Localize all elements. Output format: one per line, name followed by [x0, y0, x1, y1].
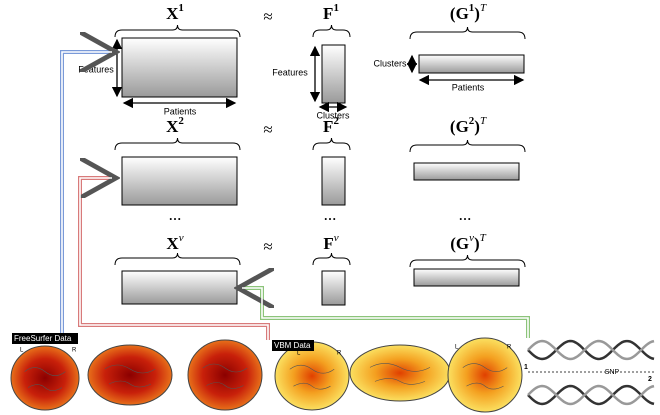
strand-label: 1 — [524, 364, 528, 371]
dimension-label: Clusters — [316, 110, 350, 120]
math-part: X — [166, 117, 179, 136]
math-part: T — [480, 232, 487, 244]
dimension-label: Features — [78, 64, 114, 74]
math-part: T — [480, 2, 487, 14]
hemi-label: R — [72, 348, 77, 354]
dimension-label: Clusters — [373, 58, 407, 68]
flow-arrow-inner — [242, 288, 528, 338]
g-label: (G1)T — [450, 2, 487, 23]
brain-image — [11, 346, 79, 410]
brain-image — [350, 345, 450, 401]
brace — [115, 253, 240, 265]
brace — [313, 25, 350, 37]
math-part: (G — [450, 117, 469, 136]
brace — [410, 255, 525, 267]
math-part: 1 — [333, 2, 339, 14]
source-label: FreeSurfer Data — [14, 334, 72, 343]
matrix — [122, 38, 237, 97]
brace — [313, 138, 350, 150]
ellipsis: ... — [459, 205, 472, 224]
x-label: X1 — [166, 2, 184, 23]
brace — [115, 25, 240, 37]
matrix — [322, 271, 345, 305]
math-part: (G — [450, 4, 469, 23]
hemi-label: R — [337, 351, 342, 357]
approx: ≈ — [263, 237, 272, 256]
math-part: F — [323, 4, 333, 23]
flow-arrow-inner — [62, 52, 112, 333]
brain-image — [188, 340, 262, 410]
math-part: 1 — [178, 2, 184, 14]
x-label: X2 — [166, 115, 184, 136]
flow-arrow — [242, 288, 528, 338]
matrix — [322, 45, 345, 103]
diagram: X1≈F1(G1)TX2≈F2(G2)TXv≈Fv(Gv)TFeaturesPa… — [0, 0, 660, 415]
math-part: v — [334, 232, 339, 244]
matrix — [322, 157, 345, 205]
matrix — [419, 55, 524, 73]
x-label: Xv — [166, 232, 183, 253]
brain-image — [88, 345, 172, 405]
dimension-label: Patients — [164, 106, 197, 116]
ellipsis: ... — [169, 205, 182, 224]
math-part: T — [480, 115, 487, 127]
brace — [410, 27, 525, 39]
matrix — [414, 163, 519, 180]
ellipsis: ... — [324, 205, 337, 224]
f-label: Fv — [323, 232, 338, 253]
matrix — [414, 269, 519, 286]
dimension-label: Patients — [452, 82, 485, 92]
matrix — [122, 271, 237, 304]
flow-arrow — [62, 52, 112, 333]
g-label: (G2)T — [450, 115, 487, 136]
f-label: F1 — [323, 2, 339, 23]
snp-label: SNP — [605, 369, 620, 376]
strand-label: 2 — [648, 376, 652, 383]
math-part: (G — [450, 234, 469, 253]
brace — [313, 253, 350, 265]
brace — [410, 140, 525, 152]
source-label: VBM Data — [274, 341, 311, 350]
brace — [115, 138, 240, 150]
matrix — [122, 157, 237, 205]
dimension-label: Features — [272, 67, 308, 77]
math-part: X — [166, 234, 179, 253]
hemi-label: R — [507, 345, 512, 351]
math-part: F — [323, 234, 333, 253]
approx: ≈ — [263, 120, 272, 139]
g-label: (Gv)T — [450, 232, 486, 253]
approx: ≈ — [263, 7, 272, 26]
math-part: X — [166, 4, 179, 23]
math-part: v — [179, 232, 184, 244]
